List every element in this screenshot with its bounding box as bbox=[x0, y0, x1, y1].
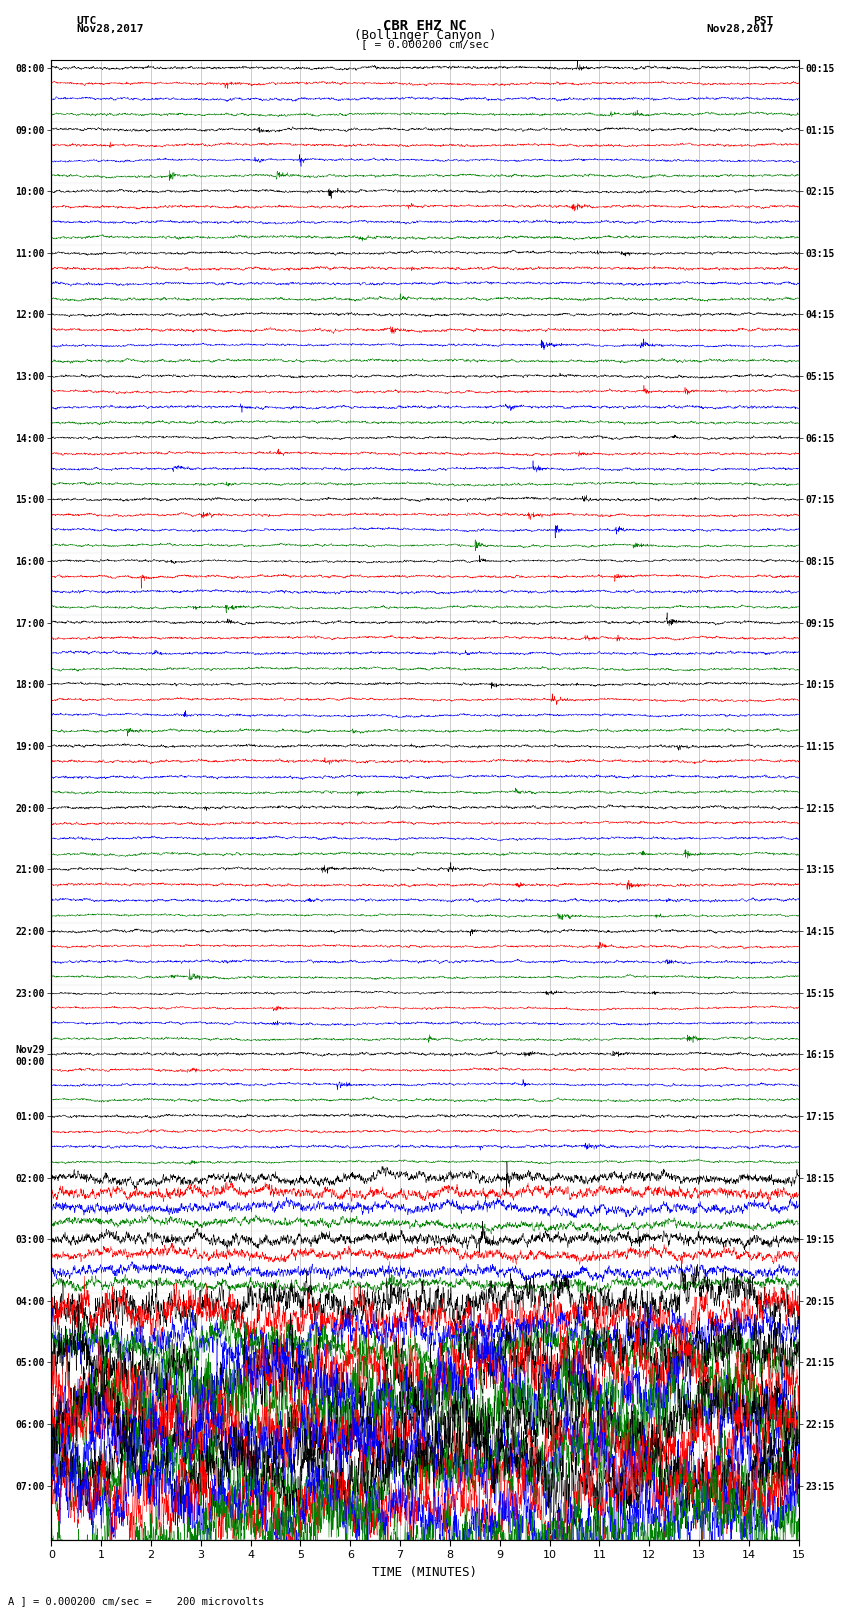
Text: Nov28,2017: Nov28,2017 bbox=[706, 24, 774, 34]
Text: (Bollinger Canyon ): (Bollinger Canyon ) bbox=[354, 29, 496, 42]
Text: [ = 0.000200 cm/sec: [ = 0.000200 cm/sec bbox=[361, 39, 489, 48]
Text: Nov28,2017: Nov28,2017 bbox=[76, 24, 144, 34]
X-axis label: TIME (MINUTES): TIME (MINUTES) bbox=[372, 1566, 478, 1579]
Text: UTC: UTC bbox=[76, 16, 97, 26]
Text: CBR EHZ NC: CBR EHZ NC bbox=[383, 19, 467, 34]
Text: A ] = 0.000200 cm/sec =    200 microvolts: A ] = 0.000200 cm/sec = 200 microvolts bbox=[8, 1597, 264, 1607]
Text: PST: PST bbox=[753, 16, 774, 26]
